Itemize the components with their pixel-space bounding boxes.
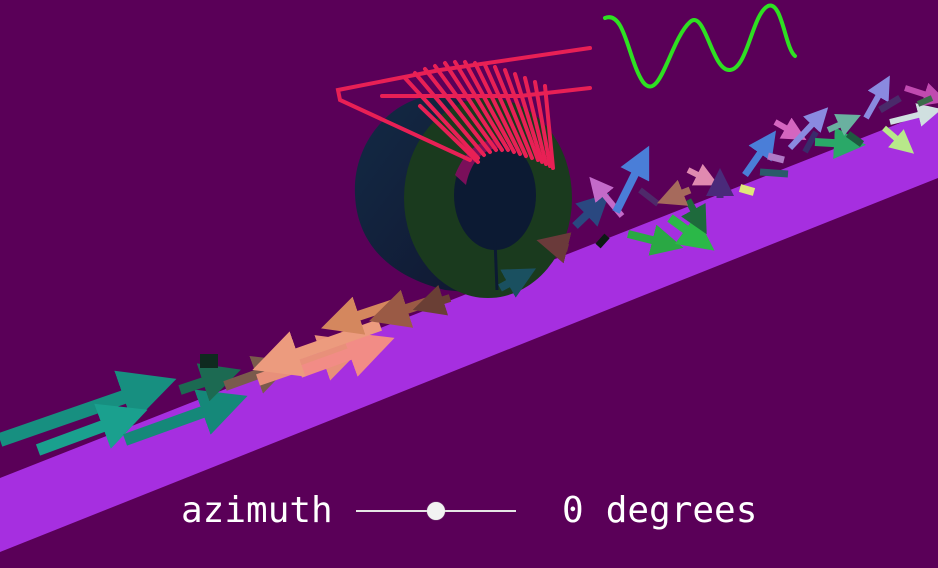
azimuth-readout: 0 degrees <box>562 491 757 531</box>
toroid <box>354 95 572 298</box>
azimuth-slider[interactable] <box>356 501 516 521</box>
azimuth-unit: degrees <box>605 490 758 531</box>
slider-thumb[interactable] <box>427 502 445 520</box>
arrow-field <box>0 75 938 456</box>
azimuth-label: azimuth <box>181 490 333 531</box>
coil <box>335 46 592 170</box>
azimuth-value: 0 <box>562 490 584 531</box>
sine-wave <box>603 3 797 89</box>
azimuth-control: azimuth 0 degrees <box>0 485 938 539</box>
